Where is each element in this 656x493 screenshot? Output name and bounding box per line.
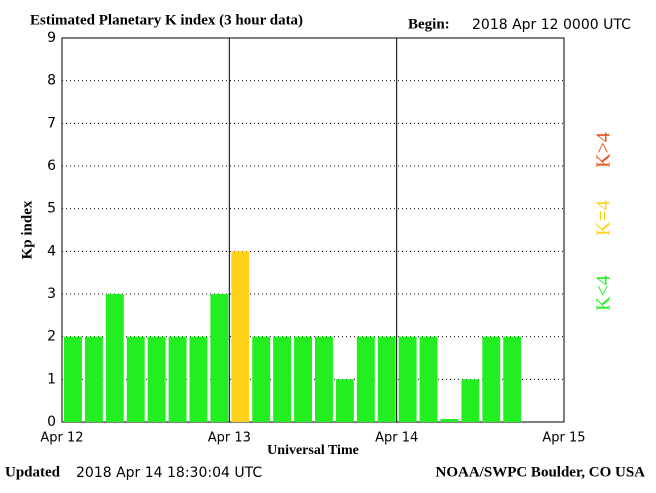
bar (273, 336, 292, 422)
y-tick-label: 8 (47, 73, 56, 89)
bar (315, 336, 333, 422)
bar (189, 336, 208, 422)
y-tick-label: 1 (47, 371, 56, 387)
x-tick-label: Apr 15 (542, 431, 585, 446)
updated-value: 2018 Apr 14 18:30:04 UTC (76, 465, 262, 481)
chart-title: Estimated Planetary K index (3 hour data… (30, 12, 303, 28)
bar (503, 336, 522, 422)
x-tick-label: Apr 12 (40, 431, 83, 446)
y-tick-label: 7 (47, 115, 56, 131)
bar (356, 336, 375, 422)
bar (126, 336, 145, 422)
x-tick-label: Apr 13 (208, 431, 251, 446)
bar (377, 336, 396, 422)
legend-label: K=4 (593, 200, 615, 236)
bar (252, 336, 271, 422)
bar (461, 379, 480, 422)
bar (294, 336, 312, 422)
legend-label: K<4 (593, 275, 615, 311)
y-tick-label: 9 (47, 30, 56, 46)
y-tick-label: 3 (47, 286, 56, 302)
bar (440, 419, 459, 422)
updated-label: Updated (5, 464, 61, 480)
bar (147, 336, 166, 422)
x-tick-label: Apr 14 (375, 431, 418, 446)
bar (482, 336, 501, 422)
bar (84, 336, 103, 422)
bar (105, 294, 124, 422)
bar (398, 336, 417, 422)
y-tick-label: 6 (47, 158, 56, 174)
x-axis-title: Universal Time (267, 443, 359, 458)
bar (168, 336, 187, 422)
bar (419, 336, 438, 422)
y-tick-label: 2 (47, 329, 56, 345)
begin-label: Begin: (408, 16, 450, 32)
bar (64, 336, 82, 422)
source: NOAA/SWPC Boulder, CO USA (436, 464, 646, 480)
y-tick-label: 5 (47, 201, 56, 217)
y-axis-title: Kp index (19, 200, 35, 259)
bar (335, 379, 354, 422)
bar (210, 294, 229, 422)
begin-value: 2018 Apr 12 0000 UTC (472, 17, 631, 33)
y-tick-label: 4 (47, 243, 56, 259)
bar (231, 251, 250, 422)
legend-label: K>4 (593, 132, 615, 168)
y-tick-label: 0 (47, 414, 56, 430)
